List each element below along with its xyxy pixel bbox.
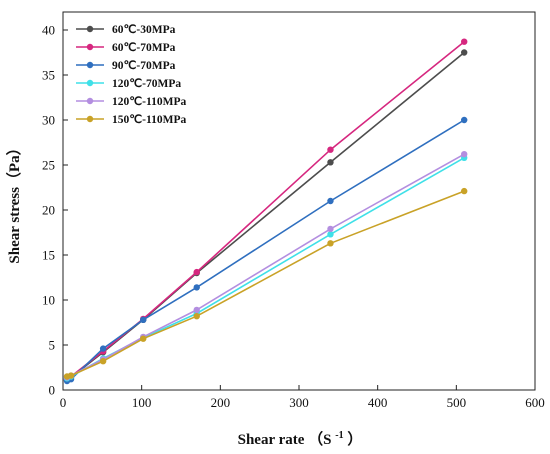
data-point xyxy=(99,345,107,352)
x-tick-label: 300 xyxy=(289,395,309,410)
data-point xyxy=(327,197,334,205)
x-axis-title-unit-exp: -1 xyxy=(335,430,343,441)
x-tick-label: 100 xyxy=(132,395,152,410)
x-tick-label: 400 xyxy=(368,395,388,410)
series-4 xyxy=(63,151,468,381)
legend: 60℃-30MPa 60℃-70MPa 90℃-70MPa 120℃-70MPa 120… xyxy=(76,23,186,126)
legend-label: 150℃-110MPa xyxy=(112,113,186,126)
legend-item: 150℃-110MPa xyxy=(76,113,186,126)
y-tick-label: 10 xyxy=(42,293,55,308)
data-point xyxy=(461,116,468,124)
data-point xyxy=(67,372,75,379)
series-line xyxy=(66,190,465,378)
legend-marker xyxy=(86,61,94,69)
data-point xyxy=(327,159,334,166)
legend-label: 60℃-30MPa xyxy=(112,23,176,36)
legend-item: 90℃-70MPa xyxy=(76,59,176,72)
y-tick-label: 35 xyxy=(42,68,55,83)
y-tick-label: 25 xyxy=(42,158,55,173)
y-tick-label: 15 xyxy=(42,248,55,263)
y-tick-label: 30 xyxy=(42,113,55,128)
series-line xyxy=(66,153,465,379)
y-tick-label: 20 xyxy=(42,203,55,218)
data-point xyxy=(327,240,334,247)
legend-marker xyxy=(86,79,94,87)
series-1 xyxy=(63,38,468,383)
x-axis: 0 100 200 300 400 500 600 xyxy=(60,385,545,410)
data-point xyxy=(193,313,200,320)
legend-label: 120℃-110MPa xyxy=(112,95,186,108)
y-tick-label: 0 xyxy=(49,383,56,398)
series-layer xyxy=(63,38,468,385)
x-axis-title-text: Shear rate xyxy=(238,432,305,448)
data-point xyxy=(140,335,147,342)
y-tick-label: 5 xyxy=(49,338,56,353)
legend-item: 120℃-70MPa xyxy=(76,77,181,90)
legend-marker xyxy=(86,115,94,123)
series-2 xyxy=(63,116,468,385)
data-point xyxy=(461,187,468,195)
y-axis: 0 5 10 15 20 25 30 35 40 xyxy=(42,23,68,398)
data-point xyxy=(461,151,468,158)
series-line xyxy=(66,119,465,382)
x-axis-title-unit-close: ） xyxy=(347,430,362,448)
data-point xyxy=(461,38,468,45)
data-point xyxy=(140,316,147,323)
y-tick-label: 40 xyxy=(42,23,55,38)
legend-marker xyxy=(86,43,94,51)
legend-label: 60℃-70MPa xyxy=(112,41,176,54)
legend-label: 120℃-70MPa xyxy=(112,77,181,90)
legend-marker xyxy=(86,97,94,105)
data-point xyxy=(327,231,334,238)
x-tick-label: 0 xyxy=(60,395,67,410)
legend-item: 120℃-110MPa xyxy=(76,95,186,108)
series-line xyxy=(66,41,465,380)
x-tick-label: 500 xyxy=(447,395,467,410)
data-point xyxy=(193,284,200,291)
legend-item: 60℃-70MPa xyxy=(76,41,176,54)
data-point xyxy=(327,225,334,233)
legend-item: 60℃-30MPa xyxy=(76,23,176,36)
data-point xyxy=(193,268,200,276)
data-point xyxy=(99,358,107,365)
data-point xyxy=(193,306,200,314)
x-tick-label: 200 xyxy=(211,395,231,410)
x-tick-label: 600 xyxy=(525,395,545,410)
data-point xyxy=(461,49,468,56)
series-5 xyxy=(63,187,468,380)
x-axis-title: Shear rate （S -1 ） xyxy=(238,426,363,448)
legend-label: 90℃-70MPa xyxy=(112,59,176,72)
data-point xyxy=(327,146,334,153)
x-axis-title-unit-open: （S xyxy=(308,430,331,448)
legend-marker xyxy=(86,25,94,33)
y-axis-title: Shear stress（Pa） xyxy=(5,140,23,263)
